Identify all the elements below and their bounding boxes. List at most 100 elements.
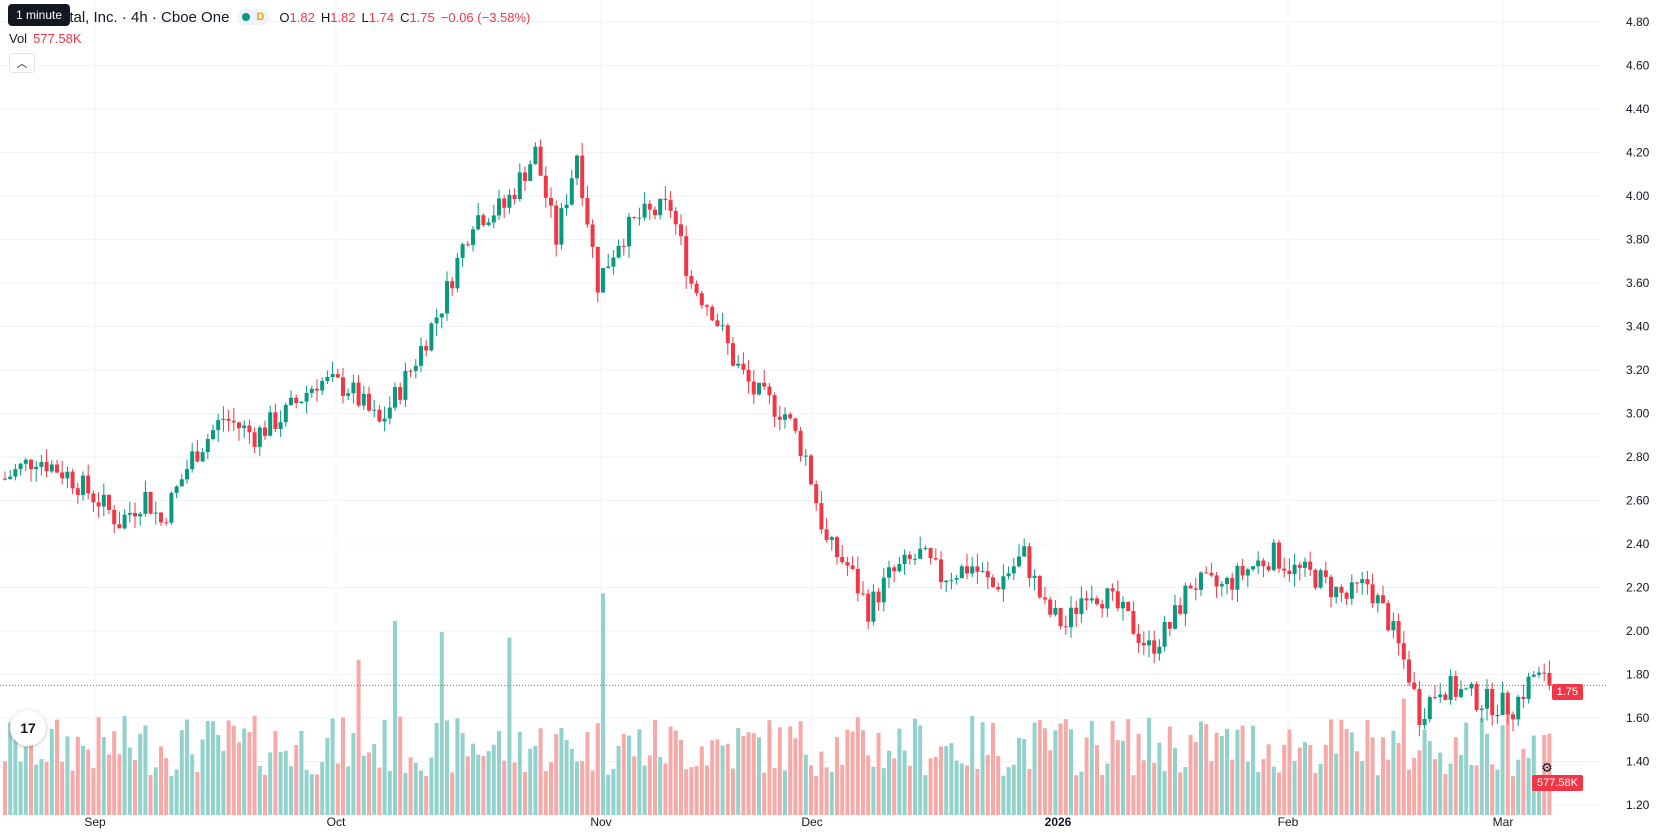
market-status[interactable]: D xyxy=(237,9,270,25)
volume-bar xyxy=(341,717,345,815)
time-axis[interactable]: Sep Oct Nov Dec 2026 Feb Mar xyxy=(84,815,1513,829)
ohlc-high: H1.82 xyxy=(320,9,356,25)
candle-body xyxy=(705,305,709,307)
candle-body xyxy=(164,522,169,524)
price-axis[interactable]: 4.80 4.60 4.40 4.20 4.00 3.80 3.60 3.40 3.20 3.00… xyxy=(1626,15,1650,812)
volume-bar xyxy=(226,720,231,815)
candle-body xyxy=(325,376,330,382)
candle-body xyxy=(195,451,200,462)
candle-body xyxy=(1199,572,1203,590)
candle-body xyxy=(965,566,969,574)
volume-bar xyxy=(1043,728,1047,815)
candle-body xyxy=(1152,640,1157,654)
volume-bar xyxy=(424,775,429,815)
candle-body xyxy=(96,502,101,507)
volume-legend[interactable]: Vol 577.58K xyxy=(9,31,82,46)
volume-bar xyxy=(783,770,787,815)
candle-body xyxy=(1521,696,1526,699)
candle-body xyxy=(658,198,663,216)
volume-bar xyxy=(1490,764,1495,815)
volume-bar xyxy=(1459,755,1463,815)
candle-body xyxy=(1297,564,1302,568)
candle-body xyxy=(1219,584,1224,587)
candle-body xyxy=(101,494,106,507)
price-tick-label: 1.40 xyxy=(1626,755,1650,769)
volume-bar xyxy=(86,749,91,815)
volume-bar xyxy=(1511,776,1515,815)
time-tick-label: Sep xyxy=(84,815,106,829)
volume-bar xyxy=(351,733,356,815)
candle-body xyxy=(1074,607,1079,615)
collapse-legend-button[interactable]: ︿ xyxy=(9,53,35,73)
candle-body xyxy=(112,509,117,525)
volume-bar xyxy=(315,774,319,815)
candle-body xyxy=(1427,697,1432,720)
candle-body xyxy=(1401,643,1406,660)
volume-bar xyxy=(361,755,366,815)
volume-bar xyxy=(122,715,127,815)
candle-body xyxy=(1453,676,1458,697)
candle-body xyxy=(575,155,579,179)
gear-icon[interactable]: ⚙ xyxy=(1541,760,1553,775)
candle-body xyxy=(762,382,767,387)
volume-bar xyxy=(273,731,278,815)
volume-bar xyxy=(970,715,975,815)
volume-bar xyxy=(1230,759,1235,815)
volume-bar xyxy=(710,740,715,815)
volume-bar xyxy=(699,746,704,815)
volume-bar xyxy=(507,637,512,815)
volume-bar xyxy=(127,747,132,815)
volume-bar xyxy=(18,761,23,815)
candle-body xyxy=(741,363,746,370)
candle-body xyxy=(424,345,429,351)
volume-bar xyxy=(1214,732,1219,815)
volume-bar xyxy=(814,775,819,815)
candle-body xyxy=(1448,676,1453,700)
candle-body xyxy=(8,476,13,480)
candle-body xyxy=(689,275,694,284)
candle-body xyxy=(549,197,553,206)
volume-bar xyxy=(1433,759,1437,815)
candle-body xyxy=(133,512,137,517)
volume-bar xyxy=(1069,729,1073,815)
volume-label: Vol xyxy=(9,31,28,46)
candle-body xyxy=(601,268,605,293)
candle-body xyxy=(55,464,59,473)
volume-bar xyxy=(91,768,96,815)
price-tick-label: 4.60 xyxy=(1626,59,1650,73)
volume-bar xyxy=(746,732,751,815)
volume-bar xyxy=(1277,772,1281,815)
volume-bar xyxy=(1297,747,1302,815)
candle-body xyxy=(450,281,455,289)
candle-body xyxy=(1110,588,1115,592)
tradingview-logo-icon[interactable]: 17 xyxy=(10,710,46,746)
candle-body xyxy=(413,365,418,371)
symbol-title[interactable]: ital, Inc. · 4h · Cboe One xyxy=(66,8,230,26)
candle-body xyxy=(611,257,616,267)
candle-body xyxy=(257,427,262,447)
volume-bar xyxy=(216,734,221,815)
candle-body xyxy=(1292,564,1297,575)
volume-bar xyxy=(1500,725,1505,815)
volume-bar xyxy=(1365,720,1370,815)
volume-bar xyxy=(866,755,871,815)
candle-body xyxy=(211,430,215,440)
volume-bar xyxy=(549,762,553,815)
candle-body xyxy=(647,203,652,210)
candle-body xyxy=(263,427,267,436)
volume-bar xyxy=(70,770,75,815)
candle-body xyxy=(185,469,189,480)
candle-body xyxy=(1370,584,1375,604)
ohlc-low: L1.74 xyxy=(361,9,395,25)
volume-bar xyxy=(1381,737,1385,815)
time-tick-label: Dec xyxy=(801,815,822,829)
volume-bar xyxy=(897,728,902,815)
volume-bar xyxy=(1308,744,1313,815)
candle-body xyxy=(829,537,834,540)
candle-body xyxy=(1178,605,1183,614)
candle-body xyxy=(866,593,871,622)
candle-body xyxy=(1032,575,1037,578)
volume-bar xyxy=(1292,761,1297,815)
volume-bar xyxy=(1100,774,1105,815)
